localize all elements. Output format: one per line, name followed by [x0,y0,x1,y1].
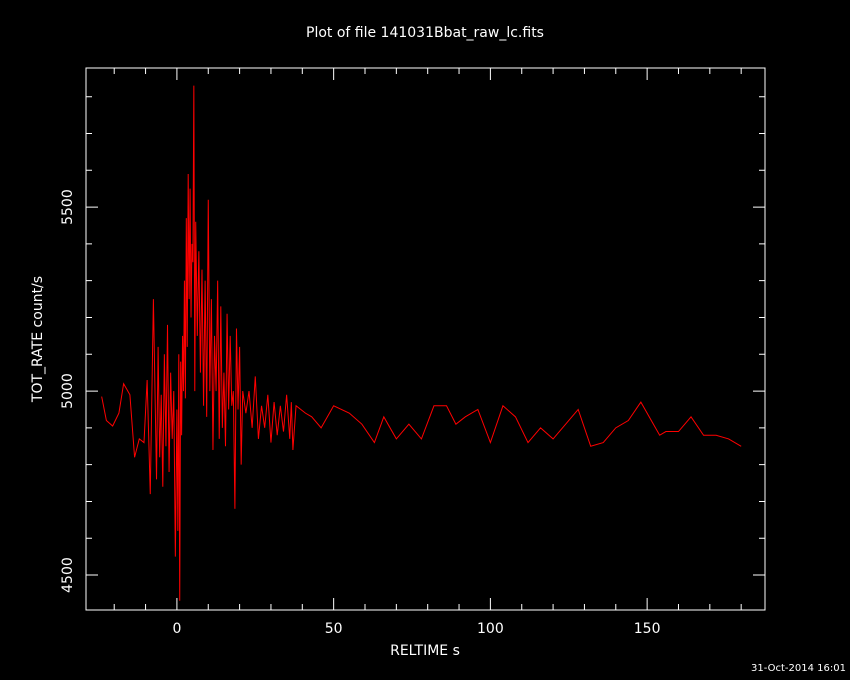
y-axis-label: TOT_RATE count/s [30,276,46,403]
x-tick-label: 0 [172,621,181,637]
y-tick-label: 4500 [60,557,76,593]
x-tick-label: 50 [325,621,343,637]
chart-title: Plot of file 141031Bbat_raw_lc.fits [306,25,544,41]
x-axis-label: RELTIME s [390,643,460,659]
y-tick-label: 5500 [60,189,76,225]
timestamp: 31-Oct-2014 16:01 [751,663,846,674]
data-line [101,85,742,601]
x-tick-label: 100 [477,621,504,637]
y-tick-label: 5000 [60,373,76,409]
x-tick-label: 150 [634,621,661,637]
plot-frame [85,67,766,611]
